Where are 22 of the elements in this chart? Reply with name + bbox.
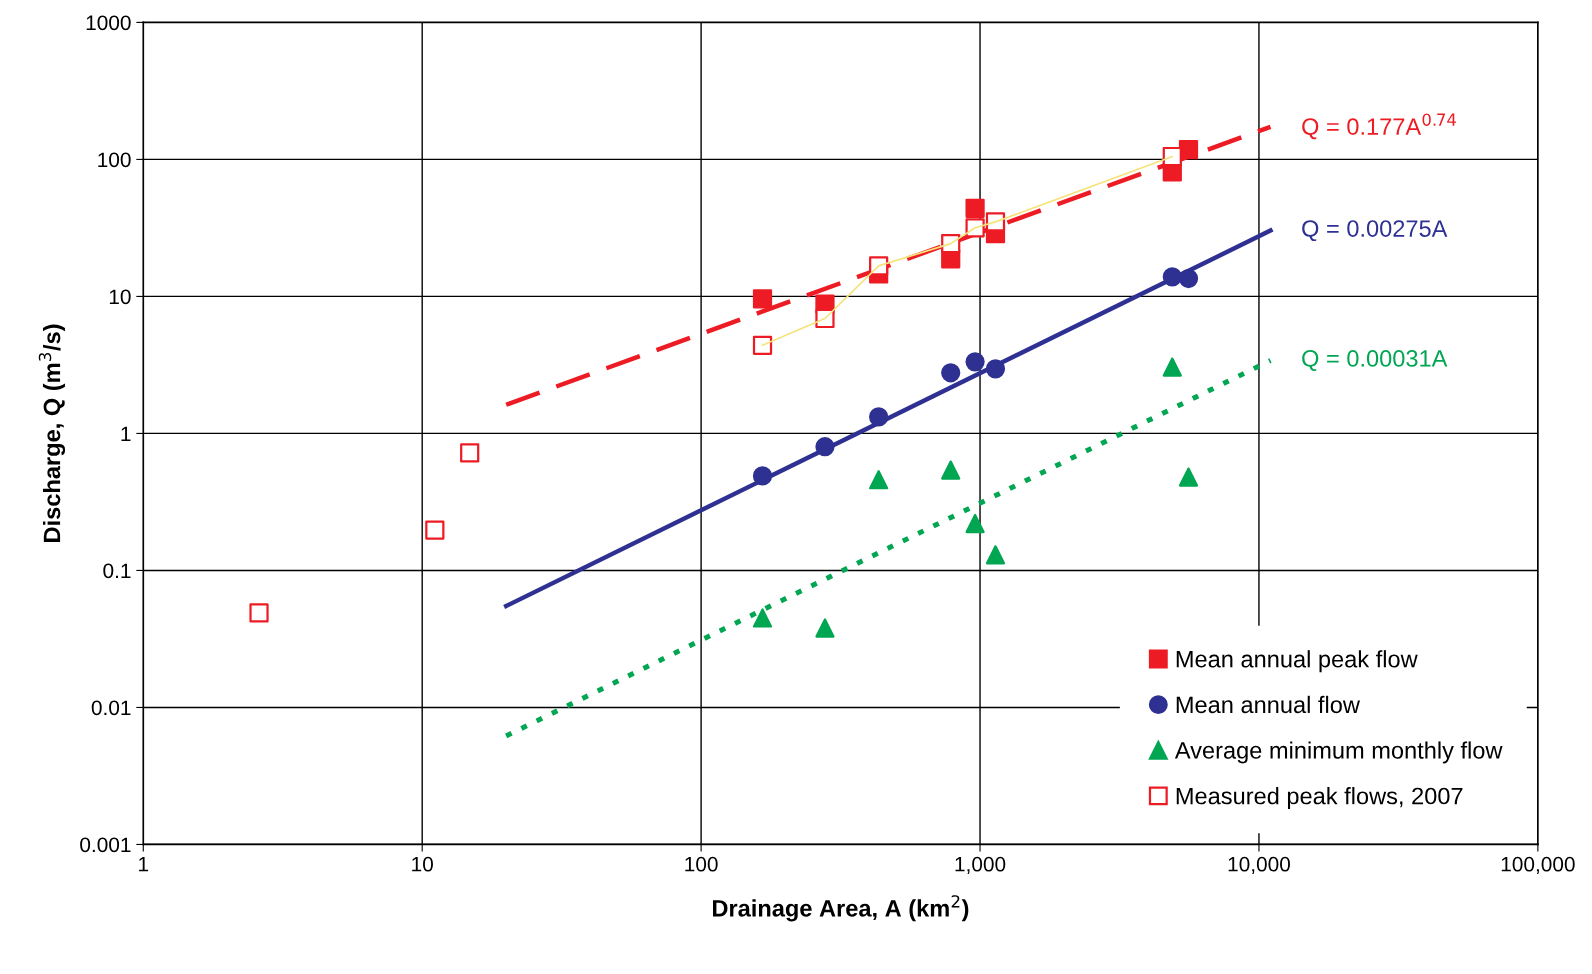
y-tick-label: 0.001 [80, 837, 131, 853]
legend-label: Average minimum monthly flow [1174, 741, 1503, 764]
y-tick-label: 100 [98, 152, 131, 168]
y-tick-label: 1000 [86, 15, 131, 31]
y-tick-label: 1 [121, 426, 131, 441]
y-tick-label: 0.01 [91, 700, 131, 716]
annotation: Q = 0.00031A [1302, 350, 1448, 371]
x-tick-label: 10,000 [1228, 856, 1290, 875]
y-tick-label: 0.1 [103, 563, 131, 579]
legend-label: Measured peak flows, 2007 [1176, 787, 1463, 810]
annotation: Q = 0.177A$^{0.74}$ [1302, 113, 1456, 140]
x-tick-label: 1,000 [955, 856, 1006, 875]
x-tick-label: 1 [139, 857, 149, 872]
y-axis-title: Discharge, Q (m$^{3}$/s) [38, 324, 66, 542]
x-axis-title: Drainage Area, A (km$^{2}$) [713, 895, 969, 922]
x-tick-label: 100 [685, 856, 718, 872]
x-tick-label: 100,000 [1501, 856, 1575, 875]
legend-label: Mean annual peak flow [1176, 650, 1418, 673]
y-tick-label: 10 [109, 289, 131, 305]
annotation: Q = 0.00275A [1302, 220, 1448, 242]
legend-label: Mean annual flow [1176, 695, 1360, 714]
x-tick-label: 10 [412, 856, 433, 872]
